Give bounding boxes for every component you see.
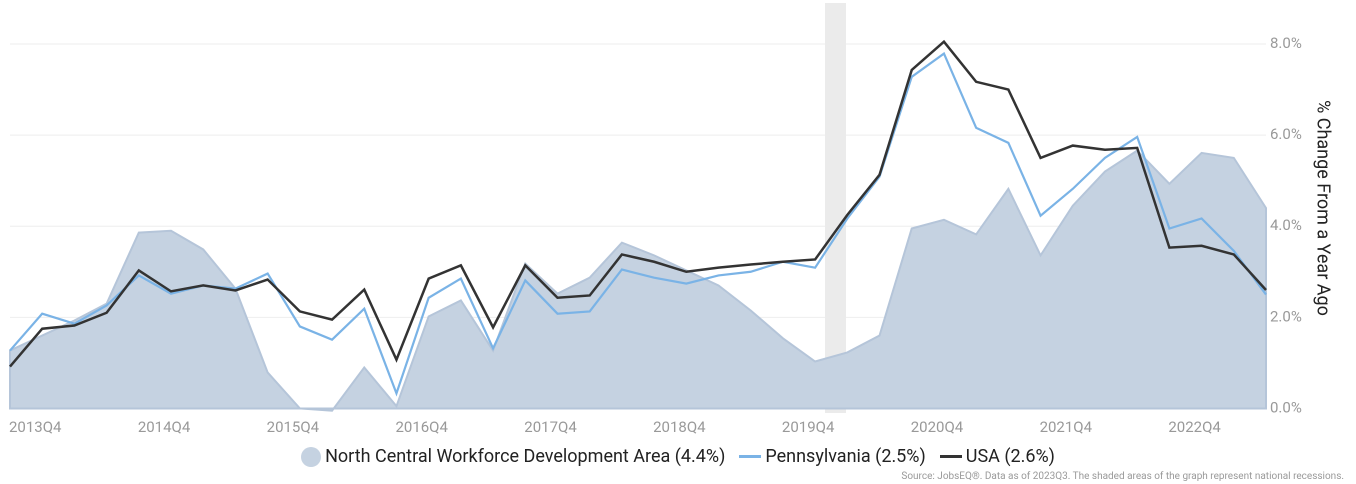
x-tick-label: 2013Q4 <box>9 418 62 436</box>
legend-label: USA (2.6%) <box>965 446 1055 467</box>
legend-swatch <box>739 455 762 458</box>
x-tick-label: 2018Q4 <box>653 418 706 436</box>
x-tick-label: 2014Q4 <box>138 418 191 436</box>
x-tick-label: 2020Q4 <box>911 418 964 436</box>
legend-swatch <box>939 455 962 458</box>
area <box>9 149 1267 412</box>
legend-item[interactable]: Pennsylvania (2.5%) <box>739 446 926 467</box>
legend-item[interactable]: North Central Workforce Development Area… <box>301 446 725 467</box>
chart: % Change From a Year Ago 0.0% 2.0% 4.0% 6.0… <box>9 3 1333 436</box>
x-tick-label: 2015Q4 <box>267 418 320 436</box>
y-axis-label: % Change From a Year Ago <box>1312 100 1333 316</box>
y-tick-label: 2.0% <box>1270 307 1302 325</box>
y-tick-label: 8.0% <box>1270 34 1302 52</box>
legend-item[interactable]: USA (2.6%) <box>939 446 1055 467</box>
legend-label: Pennsylvania (2.5%) <box>765 446 926 467</box>
legend: North Central Workforce Development Area… <box>0 446 1356 467</box>
x-tick-label: 2019Q4 <box>782 418 835 436</box>
recession-shade <box>825 3 846 413</box>
x-tick-label: 2022Q4 <box>1168 418 1221 436</box>
x-tick-label: 2021Q4 <box>1040 418 1093 436</box>
legend-swatch <box>301 446 322 467</box>
source-note: Source: JobsEQ®. Data as of 2023Q3. The … <box>901 471 1344 482</box>
line <box>9 39 1267 368</box>
x-tick-label: 2016Q4 <box>395 418 448 436</box>
y-tick-label: 0.0% <box>1270 398 1302 416</box>
legend-label: North Central Workforce Development Area… <box>325 446 726 467</box>
y-tick-label: 6.0% <box>1270 125 1302 143</box>
y-tick-label: 4.0% <box>1270 216 1302 234</box>
x-tick-label: 2017Q4 <box>524 418 577 436</box>
